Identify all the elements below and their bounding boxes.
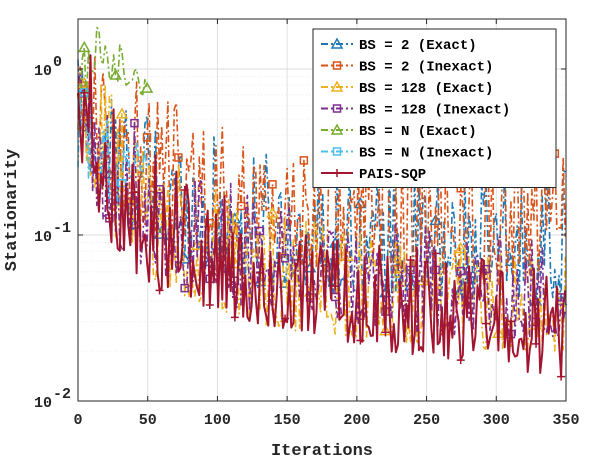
plot-frame <box>77 18 567 402</box>
series-marker <box>281 314 290 323</box>
series-marker <box>481 319 490 328</box>
series-marker <box>255 226 265 236</box>
series-marker <box>155 286 164 295</box>
legend: BS = 2 (Exact) BS = 2 (Inexact) BS = 128 (… <box>312 28 557 188</box>
series-lines <box>77 26 568 381</box>
series-marker <box>109 68 122 80</box>
legend-box <box>312 28 557 188</box>
series-marker <box>506 317 515 326</box>
series-marker <box>236 201 246 211</box>
y-axis-title: Stationarity <box>3 149 22 271</box>
y-tick-label: 10 <box>34 63 52 80</box>
series-marker <box>381 328 390 337</box>
legend-entry-label: BS = 2 (Inexact) <box>359 60 493 76</box>
series-marker <box>205 300 214 309</box>
x-tick-label: 150 <box>274 412 301 429</box>
legend-entry-label: BS = 128 (Exact) <box>359 81 493 97</box>
series-marker <box>557 372 566 381</box>
series-marker <box>180 283 189 293</box>
x-tick-label: 50 <box>139 412 157 429</box>
x-tick-label: 300 <box>483 412 510 429</box>
series-marker <box>454 241 468 254</box>
series-marker <box>140 81 154 93</box>
series-marker <box>280 254 290 263</box>
series-marker <box>174 153 183 162</box>
series-marker <box>299 156 309 165</box>
series-marker <box>105 214 114 223</box>
x-tick-label: 0 <box>73 412 82 429</box>
legend-marker <box>330 123 344 135</box>
series-marker <box>190 238 204 251</box>
y-tick-label-exponent: -1 <box>53 220 71 237</box>
series-marker <box>130 118 139 128</box>
series-marker <box>80 88 89 97</box>
legend-entry-label: BS = 128 (Inexact) <box>359 103 510 119</box>
series-marker <box>255 268 264 277</box>
series-marker <box>115 107 129 119</box>
x-tick-label: 250 <box>413 412 440 429</box>
legend-marker <box>332 61 342 70</box>
series-marker <box>456 356 465 365</box>
series-line <box>77 55 567 286</box>
legend-entry-label: BS = N (Exact) <box>359 124 477 140</box>
y-tick-label: 10 <box>34 395 52 412</box>
legend-marker <box>332 147 342 156</box>
series-marker <box>356 336 365 345</box>
series-marker <box>180 186 189 195</box>
series-marker <box>481 264 491 274</box>
series-marker <box>431 249 440 258</box>
legend-marker <box>330 80 344 92</box>
legend-entry-label: BS = 2 (Exact) <box>359 38 477 54</box>
series-marker <box>306 295 315 304</box>
series-marker <box>142 133 152 142</box>
series-line <box>77 82 567 352</box>
y-tick-label-exponent: -2 <box>53 386 71 403</box>
x-tick-label: 200 <box>343 412 370 429</box>
legend-marker <box>330 37 344 49</box>
series-marker <box>532 339 541 348</box>
legend-marker <box>333 169 341 177</box>
series-marker <box>406 256 415 265</box>
y-tick-label: 10 <box>34 229 52 246</box>
series-marker <box>77 40 91 53</box>
legend-entry-label: BS = N (Inexact) <box>359 146 493 162</box>
series-marker <box>456 266 465 276</box>
x-tick-label: 100 <box>204 412 231 429</box>
series-marker <box>230 313 239 322</box>
y-tick-label-exponent: 0 <box>53 54 62 71</box>
legend-marker <box>332 104 342 113</box>
x-tick-label: 350 <box>552 412 579 429</box>
series-marker <box>268 180 277 189</box>
x-axis-title: Iterations <box>271 442 373 461</box>
series-marker <box>266 206 279 218</box>
legend-entry-label: PAIS-SQP <box>359 167 426 183</box>
series-marker <box>331 282 340 291</box>
series-marker <box>130 188 139 197</box>
